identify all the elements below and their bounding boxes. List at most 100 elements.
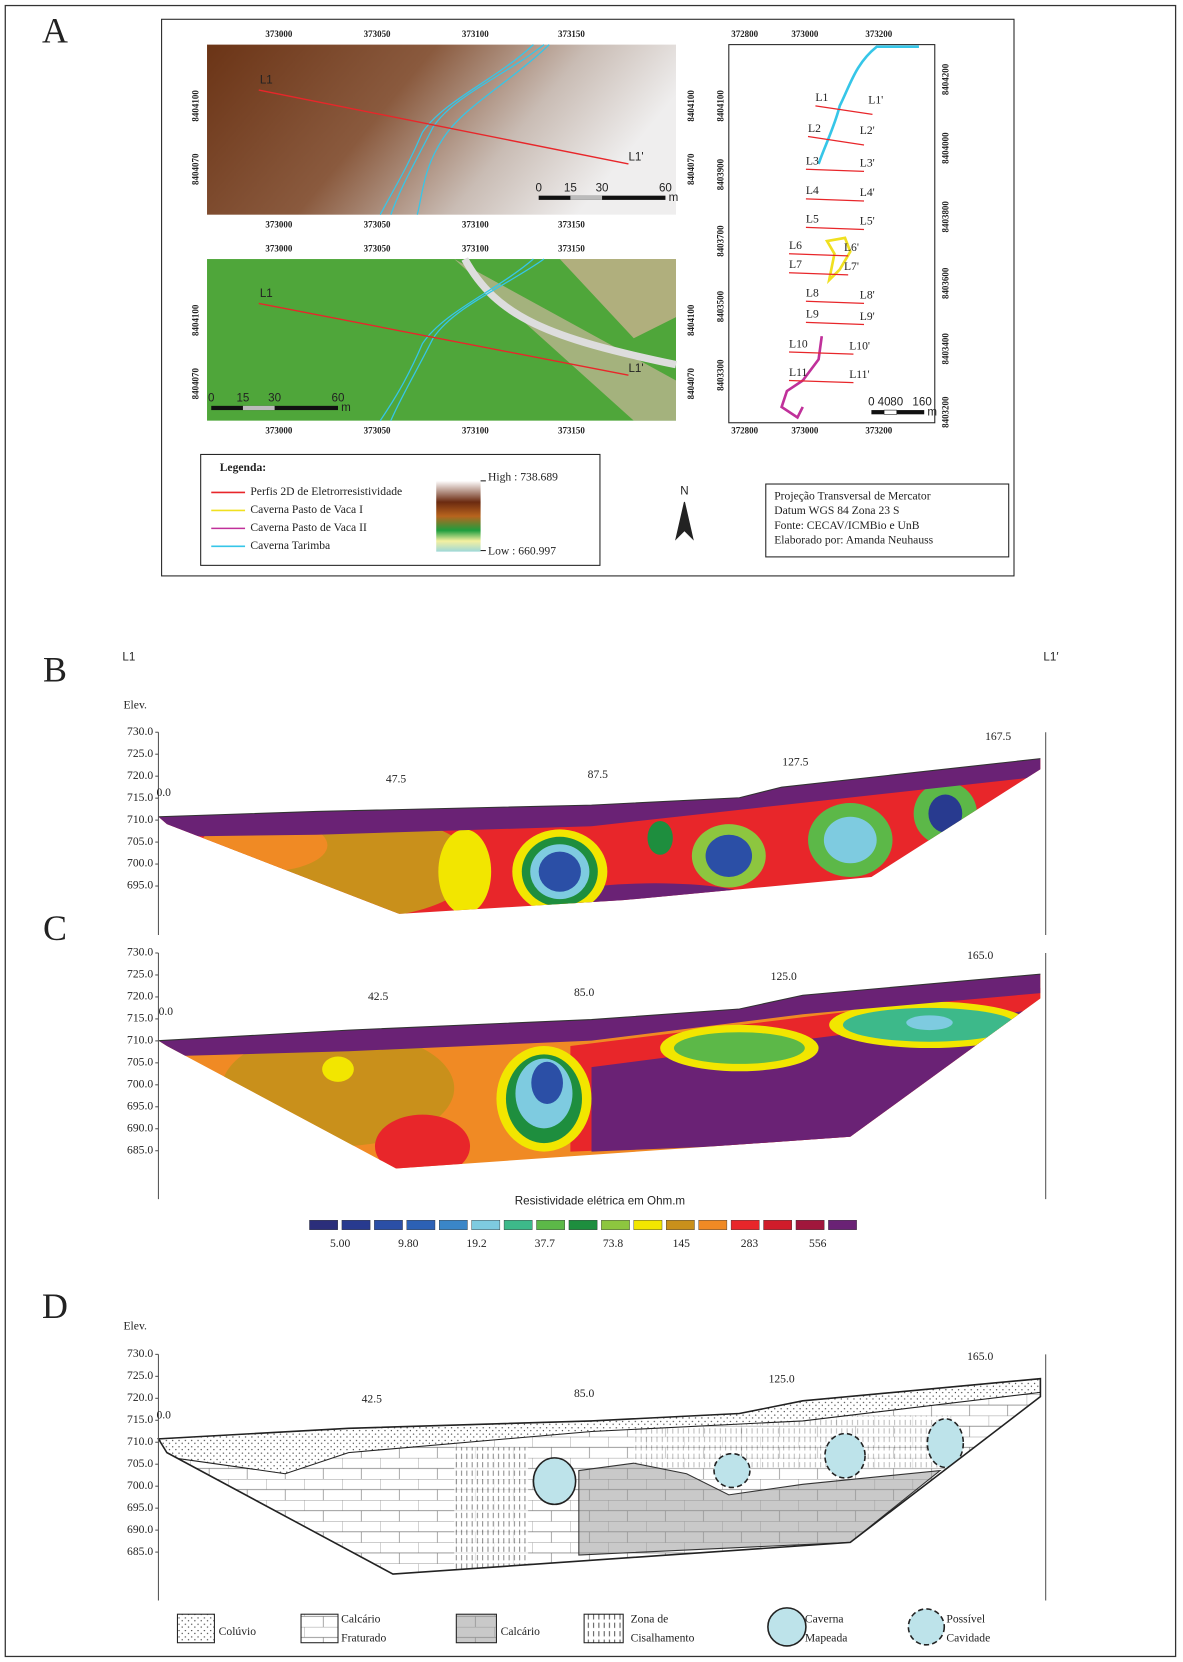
ramp-label: Low : 660.997	[488, 544, 556, 557]
dem-map	[207, 44, 676, 215]
map-x-tick: 373050	[364, 219, 391, 229]
y-tick-label: 710.0	[127, 1034, 153, 1047]
scale-label: 19.2	[466, 1237, 487, 1250]
scale-swatch	[374, 1220, 403, 1230]
scale-label: 30	[596, 181, 609, 194]
map-x-tick: 373150	[558, 219, 585, 229]
possible-cavity	[926, 1418, 965, 1469]
scale-swatch	[503, 1220, 533, 1230]
zone	[322, 1056, 354, 1082]
zone	[823, 816, 877, 864]
profile-line	[805, 168, 865, 173]
cave-outline	[379, 258, 545, 421]
possible-cavity	[824, 1432, 866, 1479]
scale-bar	[570, 195, 603, 200]
y-tick-label: 725.0	[127, 747, 153, 760]
profile-label: L11	[789, 366, 807, 379]
profile-line	[788, 351, 854, 355]
profile-label: L10	[789, 337, 808, 350]
y-tick-label: 715.0	[127, 791, 153, 804]
profile-line	[805, 198, 865, 202]
y-tick-label: 695.0	[127, 879, 153, 892]
map-x-tick: 373100	[462, 29, 489, 39]
profile-label: L2'	[860, 124, 875, 137]
info-line: Elaborado por: Amanda Neuhauss	[774, 534, 933, 547]
profile-label: L7'	[844, 260, 859, 273]
profile-line	[788, 272, 849, 276]
info-line: Projeção Transversal de Mercator	[774, 489, 930, 502]
y-tick-label: 730.0	[127, 725, 153, 738]
profile-label: L9	[806, 308, 819, 321]
profile-line	[805, 300, 865, 305]
scale-label: 0	[208, 392, 214, 405]
profile-line	[815, 105, 873, 115]
scale-swatch	[698, 1220, 728, 1230]
map-x-tick: 373100	[462, 244, 489, 254]
profile-line	[788, 379, 854, 384]
map-x-tick: 373000	[265, 425, 292, 435]
distance-label: 0.0	[156, 1408, 171, 1421]
map-y-tick: 8404070	[191, 367, 201, 399]
profile-line	[258, 302, 629, 376]
scale-label: 60	[659, 181, 672, 194]
legend-item: Possível Cavidade	[946, 1612, 990, 1644]
distance-label: 85.0	[574, 1387, 595, 1400]
distance-label: 85.0	[574, 986, 595, 999]
scale-swatch	[795, 1220, 825, 1230]
zone	[705, 834, 753, 877]
profile-label: L3'	[860, 157, 875, 170]
cave-tarimba	[817, 45, 919, 165]
zone	[928, 794, 963, 833]
north-label: N	[680, 484, 688, 497]
profile-label: L2	[808, 122, 821, 135]
profile-label: L6	[789, 239, 802, 252]
map-x-tick: 373150	[558, 425, 585, 435]
scale-swatch	[730, 1220, 760, 1230]
profile-label: L1	[260, 74, 273, 87]
scale-label: 556	[809, 1237, 827, 1250]
overview-map	[728, 44, 936, 424]
map-x-tick: 373050	[364, 425, 391, 435]
scale-swatch	[471, 1220, 501, 1230]
legend-swatch	[907, 1608, 946, 1646]
distance-label: 167.5	[985, 730, 1011, 743]
map-y-tick: 8403200	[940, 396, 950, 428]
legend-line-text: Calcário	[501, 1625, 541, 1638]
y-tick-label: 730.0	[127, 946, 153, 959]
distance-label: 47.5	[386, 772, 407, 785]
road	[461, 257, 677, 369]
profile-line	[805, 226, 865, 231]
y-tick-label: 695.0	[127, 1501, 153, 1514]
map-x-tick: 373000	[791, 425, 818, 435]
profile-end: L1′	[1043, 650, 1058, 663]
section-outline	[157, 1377, 1042, 1575]
bare-soil	[559, 259, 676, 339]
map-x-tick: 372800	[731, 425, 758, 435]
map-y-tick: 8404100	[715, 90, 725, 122]
map-y-tick: 8404070	[686, 367, 696, 399]
mapped-cave	[532, 1457, 577, 1506]
y-tick-label: 715.0	[127, 1012, 153, 1025]
map-y-tick: 8403300	[715, 359, 725, 391]
profile-label: L1	[815, 91, 828, 104]
legend-line-text: Fraturado	[341, 1631, 386, 1644]
scale-unit: m	[341, 401, 351, 414]
legend-swatch	[455, 1613, 497, 1644]
map-y-tick: 8403500	[715, 290, 725, 322]
legend-swatch	[176, 1613, 215, 1644]
profile-label: L7	[789, 258, 802, 271]
map-x-tick: 373100	[462, 425, 489, 435]
legend-line-text: Cavidade	[946, 1631, 990, 1644]
y-tick-label: 730.0	[127, 1347, 153, 1360]
zone	[531, 1061, 563, 1105]
profile-label: L4	[806, 184, 819, 197]
scale-label: 160	[912, 396, 931, 409]
profile-label: L1	[260, 287, 273, 300]
profile-line	[807, 135, 865, 146]
surface-line	[158, 758, 1041, 818]
profile-line	[805, 321, 865, 326]
map-x-tick: 372800	[731, 29, 758, 39]
profile-label: L5	[806, 213, 819, 226]
scale-label: 283	[741, 1237, 759, 1250]
legend-line-text: Cisalhamento	[631, 1631, 695, 1644]
